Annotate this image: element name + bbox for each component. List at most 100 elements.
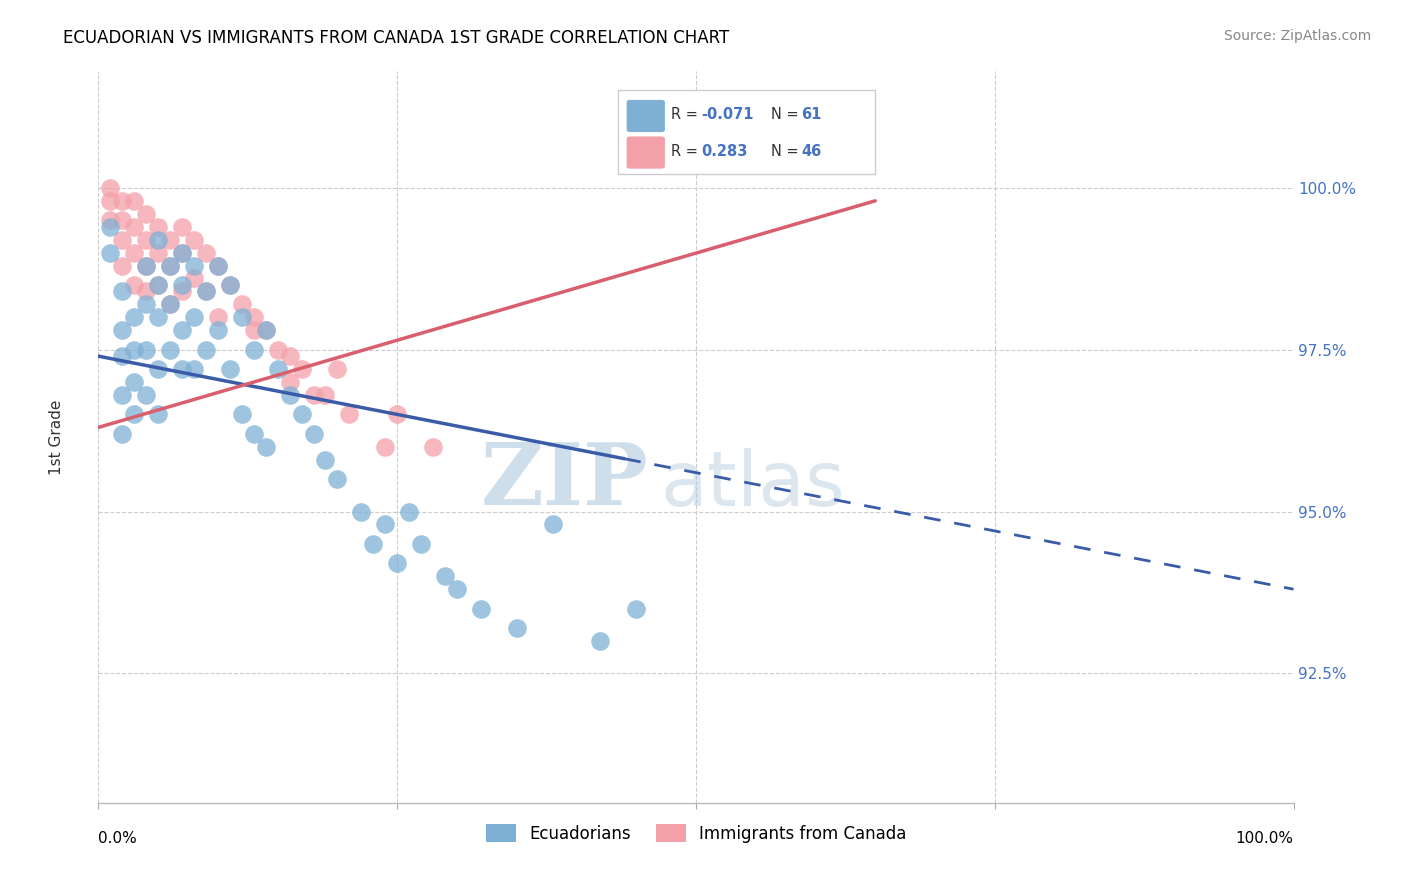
Text: Source: ZipAtlas.com: Source: ZipAtlas.com xyxy=(1223,29,1371,43)
Point xyxy=(159,259,181,273)
Point xyxy=(398,504,420,518)
Text: atlas: atlas xyxy=(661,448,845,522)
Legend: Ecuadorians, Immigrants from Canada: Ecuadorians, Immigrants from Canada xyxy=(479,818,912,849)
Point xyxy=(135,388,157,402)
Point xyxy=(243,323,266,337)
Point xyxy=(183,233,205,247)
Point xyxy=(207,259,229,273)
Point xyxy=(195,343,218,357)
Point xyxy=(148,233,170,247)
Point xyxy=(243,310,266,325)
Point xyxy=(172,219,194,234)
Point xyxy=(111,323,134,337)
Point xyxy=(207,259,229,273)
Point xyxy=(135,207,157,221)
Point xyxy=(111,233,134,247)
Text: N =: N = xyxy=(772,144,803,159)
Point xyxy=(111,259,134,273)
Point xyxy=(374,440,396,454)
Point xyxy=(135,297,157,311)
Point xyxy=(172,285,194,299)
Point xyxy=(111,426,134,441)
Text: -0.071: -0.071 xyxy=(700,107,754,122)
Point xyxy=(148,408,170,422)
Point xyxy=(124,194,146,208)
Point xyxy=(385,408,409,422)
Point xyxy=(98,213,122,227)
Point xyxy=(111,285,134,299)
Point xyxy=(434,569,457,583)
Point xyxy=(124,277,146,292)
Point xyxy=(135,343,157,357)
Point xyxy=(291,408,314,422)
Point xyxy=(363,537,385,551)
Point xyxy=(159,259,181,273)
Point xyxy=(374,517,396,532)
Point xyxy=(326,362,349,376)
Point xyxy=(470,601,492,615)
Point xyxy=(183,259,205,273)
Point xyxy=(124,375,146,389)
Point xyxy=(219,277,242,292)
Point xyxy=(148,277,170,292)
Point xyxy=(135,259,157,273)
Point xyxy=(589,634,612,648)
Point xyxy=(98,181,122,195)
FancyBboxPatch shape xyxy=(627,100,665,132)
Text: N =: N = xyxy=(772,107,803,122)
Point xyxy=(315,452,337,467)
Point xyxy=(326,472,349,486)
Point xyxy=(422,440,444,454)
Point xyxy=(267,362,290,376)
Point xyxy=(124,408,146,422)
Point xyxy=(135,233,157,247)
Text: 1st Grade: 1st Grade xyxy=(49,400,65,475)
Point xyxy=(148,310,170,325)
Point xyxy=(183,310,205,325)
FancyBboxPatch shape xyxy=(627,136,665,169)
Point xyxy=(124,310,146,325)
Point xyxy=(350,504,373,518)
Point xyxy=(172,362,194,376)
Point xyxy=(302,388,325,402)
Point xyxy=(231,297,253,311)
Point xyxy=(278,388,301,402)
Text: 46: 46 xyxy=(801,144,821,159)
Text: 0.0%: 0.0% xyxy=(98,831,138,846)
Point xyxy=(148,219,170,234)
Point xyxy=(219,362,242,376)
Point xyxy=(195,285,218,299)
Point xyxy=(207,323,229,337)
Point xyxy=(159,343,181,357)
Point xyxy=(626,601,648,615)
Text: 0.283: 0.283 xyxy=(700,144,747,159)
Text: 100.0%: 100.0% xyxy=(1236,831,1294,846)
Point xyxy=(135,259,157,273)
Point xyxy=(541,517,564,532)
Point xyxy=(231,310,253,325)
Point xyxy=(195,245,218,260)
Point xyxy=(172,245,194,260)
Point xyxy=(172,277,194,292)
Point xyxy=(124,219,146,234)
Point xyxy=(267,343,290,357)
Point xyxy=(111,213,134,227)
Point xyxy=(385,557,409,571)
Point xyxy=(111,388,134,402)
Point xyxy=(446,582,468,597)
Point xyxy=(315,388,337,402)
Point xyxy=(148,362,170,376)
Text: ECUADORIAN VS IMMIGRANTS FROM CANADA 1ST GRADE CORRELATION CHART: ECUADORIAN VS IMMIGRANTS FROM CANADA 1ST… xyxy=(63,29,730,46)
Point xyxy=(291,362,314,376)
Text: R =: R = xyxy=(671,144,703,159)
Point xyxy=(135,285,157,299)
Point xyxy=(148,245,170,260)
Point xyxy=(243,343,266,357)
Point xyxy=(302,426,325,441)
Point xyxy=(98,245,122,260)
Text: R =: R = xyxy=(671,107,703,122)
Point xyxy=(111,349,134,363)
FancyBboxPatch shape xyxy=(619,90,876,174)
Point xyxy=(278,349,301,363)
Point xyxy=(243,426,266,441)
